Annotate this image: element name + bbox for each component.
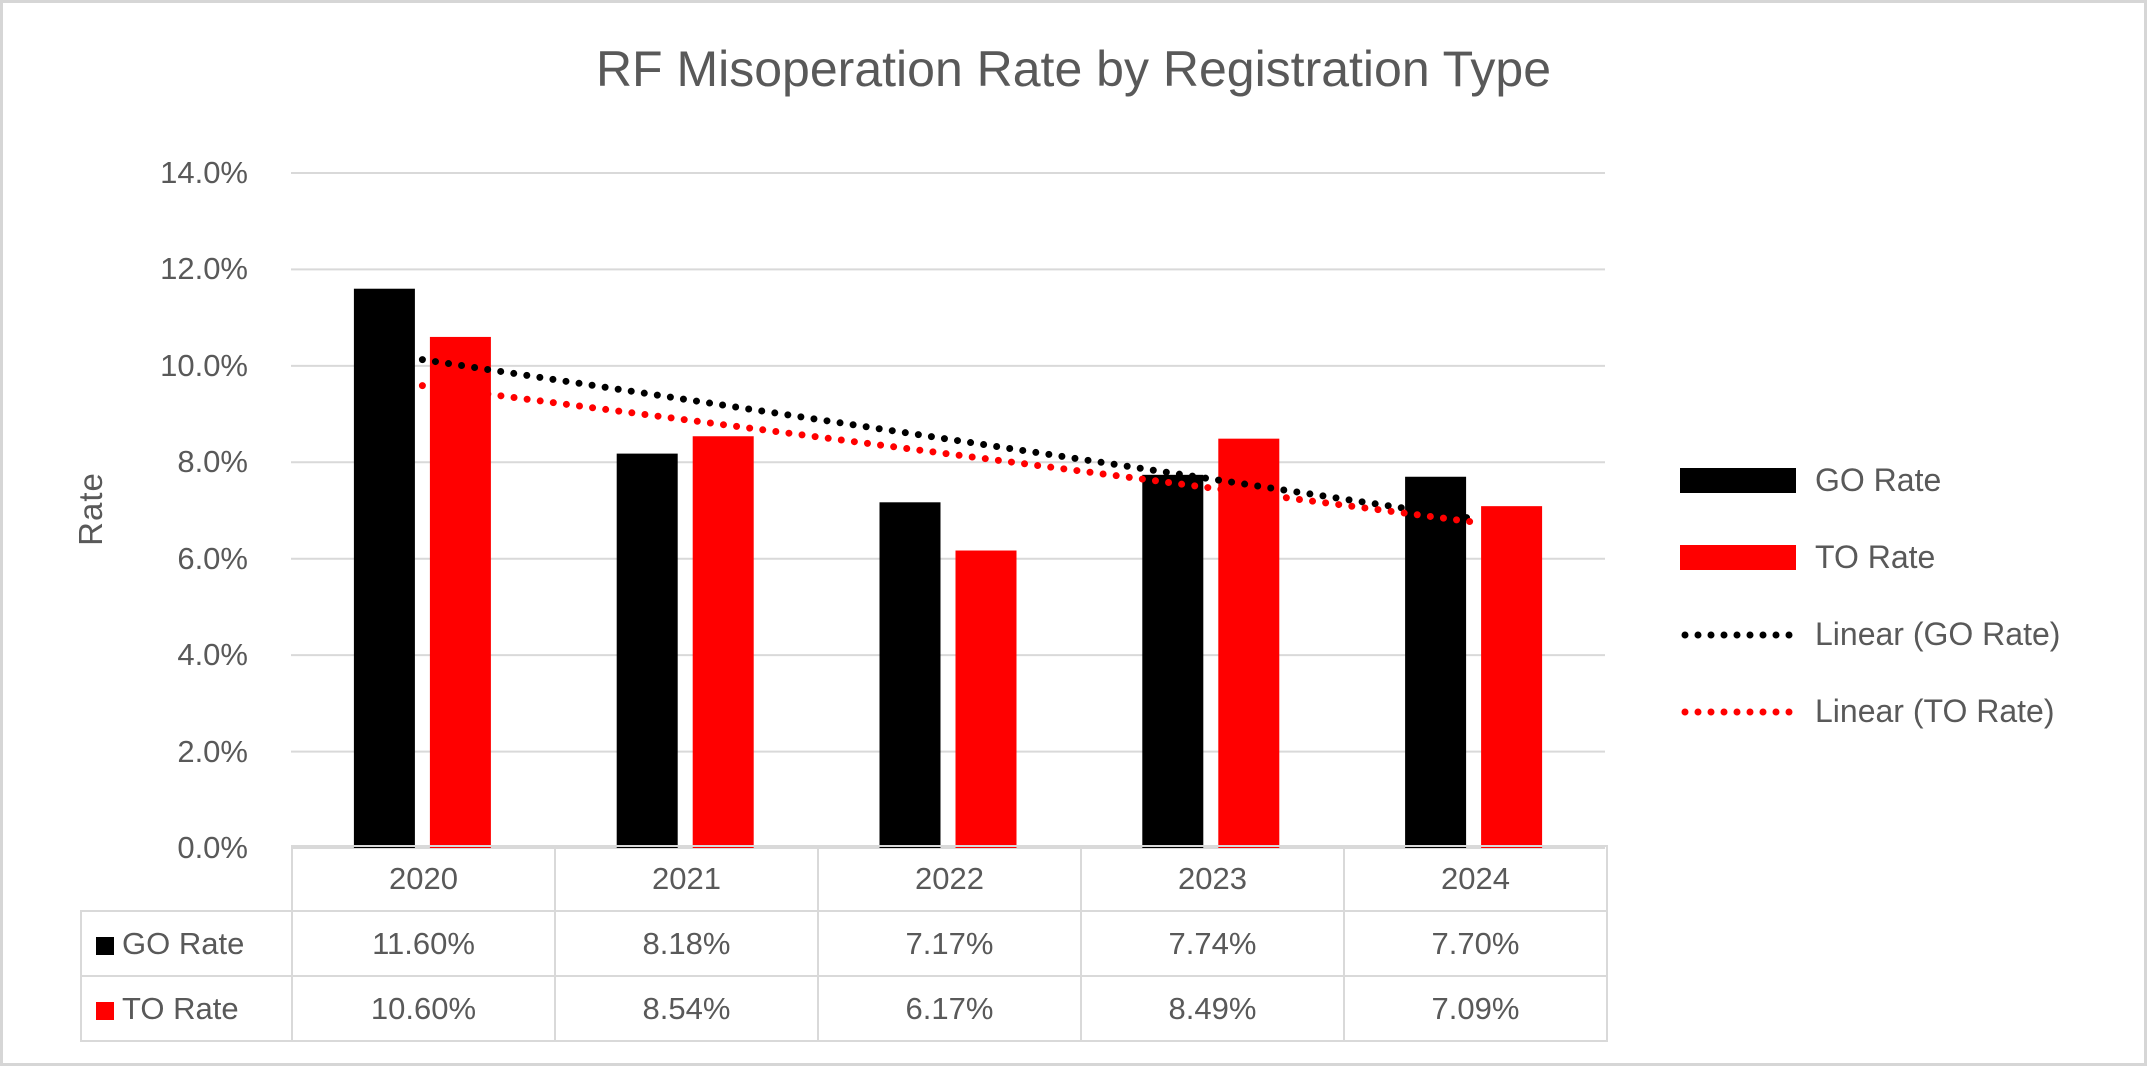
legend-entry-linear-go-rate-[interactable]: Linear (GO Rate) (1680, 596, 2060, 673)
data-table: 2020 2021 2022 2023 2024 GO Rate 11.60% 8.18% 7.… (80, 845, 1608, 1042)
table-value-cell: 6.17% (817, 975, 1082, 1042)
legend-entry-go-rate[interactable]: GO Rate (1680, 442, 2060, 519)
legend-label: GO Rate (1815, 462, 1942, 498)
y-axis-tick-label: 2.0% (177, 733, 248, 769)
y-axis-tick-label: 4.0% (177, 637, 248, 673)
y-axis-tick-label: 8.0% (177, 444, 248, 480)
series-row-label: GO Rate (80, 910, 293, 977)
trendline-linear-go-rate-[interactable] (418, 356, 1478, 523)
table-row-go-rate: GO Rate 11.60% 8.18% 7.17% 7.74% 7.70% (80, 910, 1608, 977)
table-value-cell: 10.60% (291, 975, 556, 1042)
table-value-cell: 7.09% (1343, 975, 1608, 1042)
table-value-cell: 8.54% (554, 975, 819, 1042)
bar-to-rate-2022[interactable] (955, 550, 1017, 848)
table-value-cell: 7.17% (817, 910, 1082, 977)
table-corner-cell (81, 846, 292, 911)
series-row-label: TO Rate (80, 975, 293, 1042)
bar-to-rate-2021[interactable] (692, 436, 754, 848)
chart-title: RF Misoperation Rate by Registration Typ… (595, 41, 1552, 97)
y-axis-tick-label: 12.0% (160, 251, 248, 287)
series-key-icon (96, 1001, 114, 1020)
bar-go-rate-2020[interactable] (353, 288, 415, 848)
legend-dotted-line-icon (1680, 629, 1796, 641)
x-axis-category-label: 2024 (1343, 845, 1608, 912)
x-axis-category-label: 2020 (291, 845, 556, 912)
bar-go-rate-2024[interactable] (1405, 476, 1467, 848)
x-axis-category-label: 2022 (817, 845, 1082, 912)
bar-to-rate-2020[interactable] (429, 336, 491, 848)
table-value-cell: 8.18% (554, 910, 819, 977)
x-axis-category-label: 2021 (554, 845, 819, 912)
legend-label: Linear (GO Rate) (1815, 616, 2061, 652)
legend-swatch-icon (1680, 545, 1796, 570)
table-header-row: 2020 2021 2022 2023 2024 (81, 845, 1608, 912)
legend-label: TO Rate (1815, 539, 1936, 575)
legend-entry-linear-to-rate-[interactable]: Linear (TO Rate) (1680, 673, 2060, 750)
legend-label: Linear (TO Rate) (1815, 693, 2055, 729)
legend: GO Rate TO Rate Linear (GO Rate) Linear (TO… (1680, 442, 2060, 750)
bar-go-rate-2023[interactable] (1142, 474, 1204, 848)
plot-area (291, 172, 1605, 849)
y-axis-tick-label: 0.0% (177, 830, 248, 865)
y-axis-tick-label: 10.0% (160, 347, 248, 383)
legend-entry-to-rate[interactable]: TO Rate (1680, 519, 2060, 596)
table-value-cell: 8.49% (1080, 975, 1345, 1042)
bar-to-rate-2023[interactable] (1218, 438, 1280, 848)
bar-go-rate-2022[interactable] (879, 502, 941, 848)
y-axis-tick-label: 6.0% (177, 540, 248, 576)
bar-to-rate-2024[interactable] (1481, 506, 1543, 848)
trendline-linear-to-rate-[interactable] (418, 382, 1478, 526)
bar-go-rate-2021[interactable] (616, 453, 678, 848)
series-key-icon (96, 936, 114, 955)
table-row-to-rate: TO Rate 10.60% 8.54% 6.17% 8.49% 7.09% (80, 975, 1608, 1042)
legend-dotted-line-icon (1680, 706, 1796, 718)
y-axis-tick-label: 14.0% (160, 155, 248, 190)
table-value-cell: 7.70% (1343, 910, 1608, 977)
legend-swatch-icon (1680, 468, 1796, 493)
table-value-cell: 7.74% (1080, 910, 1345, 977)
table-value-cell: 11.60% (291, 910, 556, 977)
x-axis-category-label: 2023 (1080, 845, 1345, 912)
